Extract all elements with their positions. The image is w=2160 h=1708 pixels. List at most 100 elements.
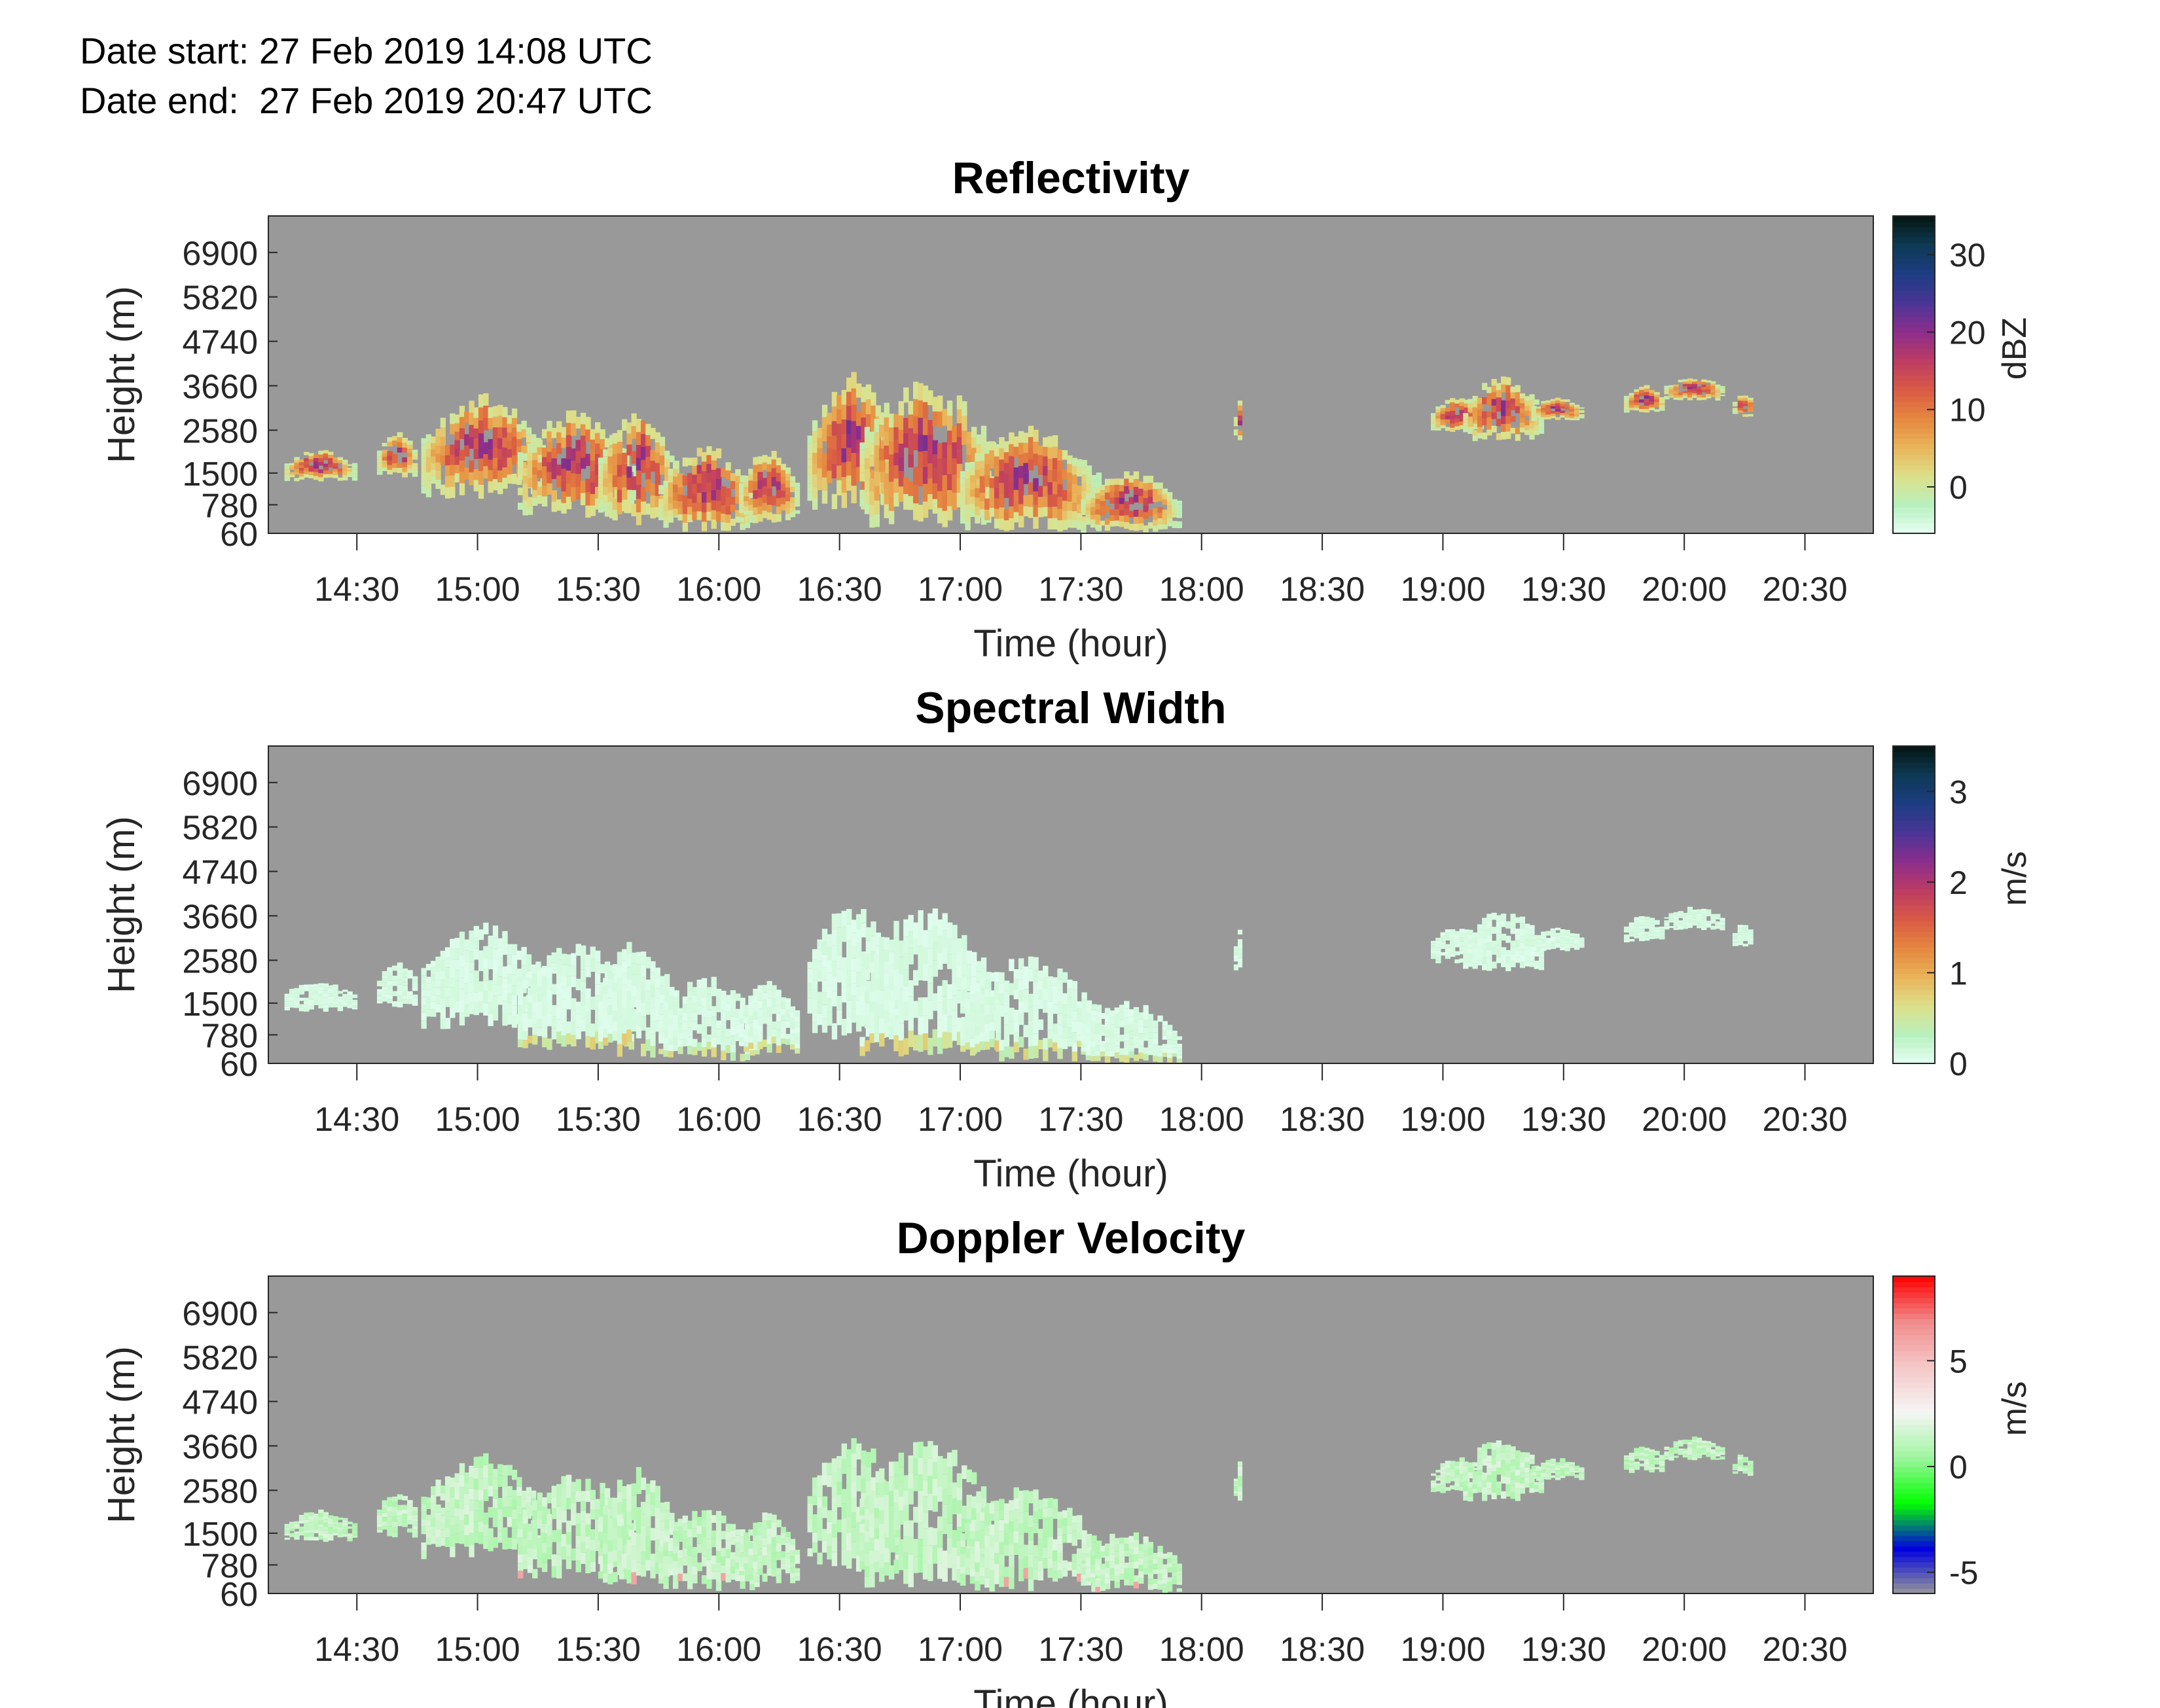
echo-cell bbox=[1564, 929, 1570, 933]
echo-cell bbox=[1529, 930, 1535, 936]
echo-cell bbox=[1157, 1015, 1163, 1022]
echo-cell bbox=[1467, 929, 1473, 934]
echo-cell bbox=[1238, 435, 1243, 440]
echo-cell bbox=[571, 461, 577, 474]
echo-cell bbox=[284, 999, 290, 1002]
echo-cell bbox=[1138, 523, 1144, 531]
echo-cell bbox=[1052, 995, 1058, 1005]
echo-cell bbox=[502, 1486, 508, 1497]
echo-cell bbox=[1176, 1044, 1182, 1048]
echo-cell bbox=[831, 991, 838, 1006]
echo-cell bbox=[1687, 917, 1693, 920]
echo-cell bbox=[421, 478, 427, 486]
echo-cell bbox=[645, 479, 651, 491]
echo-cell bbox=[1023, 1000, 1029, 1013]
echo-cell bbox=[547, 1001, 552, 1014]
echo-cell bbox=[1659, 931, 1665, 933]
echo-cell bbox=[1579, 416, 1585, 418]
echo-cell bbox=[650, 427, 656, 439]
echo-cell bbox=[762, 1039, 768, 1047]
echo-cell bbox=[1742, 400, 1748, 404]
echo-cell bbox=[1701, 379, 1707, 382]
echo-cell bbox=[304, 1533, 310, 1537]
echo-cell bbox=[1639, 408, 1645, 412]
echo-cell bbox=[1143, 1047, 1149, 1054]
echo-cell bbox=[1431, 415, 1437, 418]
echo-cell bbox=[483, 405, 489, 418]
echo-cell bbox=[1634, 923, 1640, 927]
echo-cell bbox=[1003, 452, 1010, 463]
echo-cell bbox=[1737, 942, 1744, 946]
echo-cell bbox=[655, 1518, 660, 1529]
echo-cell bbox=[1560, 401, 1566, 404]
echo-cell bbox=[1071, 457, 1077, 467]
colorbar-segment bbox=[1893, 851, 1935, 858]
echo-cell bbox=[518, 1514, 524, 1521]
echo-cell bbox=[527, 1508, 533, 1516]
echo-cell bbox=[979, 476, 986, 485]
echo-cell bbox=[598, 1017, 604, 1026]
echo-cell bbox=[1114, 1046, 1120, 1052]
echo-cell bbox=[313, 993, 319, 996]
echo-cell bbox=[1678, 922, 1683, 925]
echo-cell bbox=[492, 468, 499, 479]
echo-cell bbox=[1505, 950, 1511, 957]
echo-cell bbox=[1579, 942, 1585, 944]
echo-cell bbox=[507, 944, 513, 955]
echo-cell bbox=[898, 1023, 905, 1041]
echo-cell bbox=[1541, 941, 1547, 944]
echo-cell bbox=[323, 474, 329, 478]
echo-cell bbox=[1467, 408, 1473, 412]
echo-cell bbox=[387, 1521, 393, 1527]
echo-cell bbox=[603, 1002, 609, 1011]
echo-cell bbox=[522, 1014, 528, 1023]
echo-cell bbox=[626, 967, 632, 979]
echo-cell bbox=[1496, 957, 1502, 963]
echo-cell bbox=[766, 480, 772, 488]
echo-cell bbox=[561, 965, 567, 976]
echo-cell bbox=[1519, 408, 1526, 414]
echo-cell bbox=[735, 482, 741, 490]
echo-cell bbox=[483, 1512, 489, 1525]
echo-cell bbox=[821, 929, 828, 942]
echo-cell bbox=[1445, 415, 1451, 419]
echo-cell bbox=[497, 967, 503, 977]
echo-cell bbox=[922, 484, 929, 502]
echo-cell bbox=[412, 1529, 418, 1534]
echo-cell bbox=[994, 487, 1000, 499]
echo-cell bbox=[607, 1024, 613, 1034]
echo-cell bbox=[696, 1024, 702, 1034]
echo-cell bbox=[1629, 393, 1635, 396]
echo-cell bbox=[994, 508, 1000, 519]
echo-cell bbox=[1644, 937, 1650, 941]
echo-cell bbox=[328, 1533, 334, 1537]
echo-cell bbox=[1519, 427, 1526, 433]
echo-cell bbox=[937, 1002, 943, 1020]
echo-cell bbox=[289, 1527, 295, 1529]
echo-cell bbox=[976, 435, 982, 445]
echo-cell bbox=[1095, 509, 1101, 515]
echo-cell bbox=[298, 471, 305, 474]
echo-cell bbox=[626, 1555, 632, 1570]
echo-cell bbox=[459, 1520, 465, 1532]
echo-cell bbox=[323, 1516, 329, 1520]
echo-cell bbox=[323, 1526, 329, 1531]
echo-cell bbox=[730, 497, 736, 505]
echo-cell bbox=[1023, 978, 1029, 989]
echo-cell bbox=[636, 484, 641, 499]
echo-cell bbox=[1624, 938, 1630, 940]
echo-cell bbox=[1701, 919, 1707, 922]
echo-cell bbox=[1719, 924, 1725, 926]
echo-cell bbox=[571, 1482, 577, 1493]
echo-cell bbox=[664, 1501, 670, 1511]
echo-cell bbox=[376, 465, 383, 469]
echo-cell bbox=[547, 483, 552, 495]
echo-cell bbox=[469, 952, 475, 963]
echo-cell bbox=[1085, 1037, 1091, 1042]
echo-cell bbox=[1023, 989, 1029, 1001]
echo-cell bbox=[1560, 940, 1566, 942]
echo-cell bbox=[478, 1467, 484, 1479]
echo-cell bbox=[298, 1518, 305, 1521]
colorbar-segment bbox=[1893, 878, 1935, 885]
echo-cell bbox=[859, 995, 865, 1005]
